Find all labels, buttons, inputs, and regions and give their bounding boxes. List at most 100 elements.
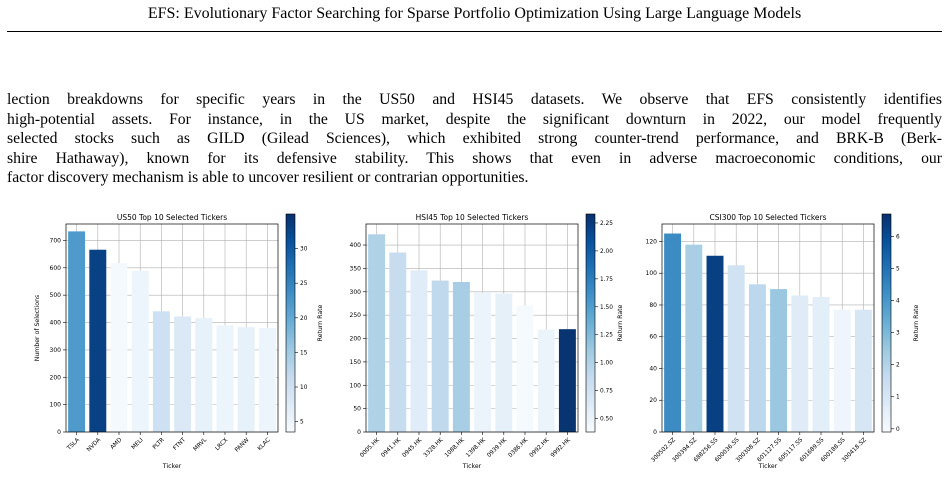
colorbar-tick-label: 30 bbox=[300, 247, 308, 253]
x-tick-label: 0945.HK bbox=[402, 437, 424, 459]
x-axis-label: Ticker bbox=[162, 463, 182, 470]
y-axis-label: Number of Selections bbox=[34, 295, 41, 362]
colorbar-label: Return Rate bbox=[913, 304, 920, 341]
header-rule bbox=[7, 31, 942, 32]
colorbar-tick-label: 15 bbox=[300, 350, 308, 356]
bar bbox=[812, 297, 830, 432]
bar bbox=[537, 329, 555, 432]
colorbar-tick-label: 2.25 bbox=[600, 221, 613, 227]
y-tick-label: 50 bbox=[353, 406, 361, 413]
bar bbox=[474, 292, 492, 432]
colorbar-tick-label: 25 bbox=[300, 281, 308, 287]
colorbar-tick-label: 6 bbox=[896, 234, 900, 240]
x-tick-label: 0939.HK bbox=[486, 437, 508, 459]
y-tick-label: 40 bbox=[649, 365, 657, 372]
paragraph-line: lection breakdowns for specific years in… bbox=[7, 91, 942, 108]
colorbar-tick-label: 1.00 bbox=[600, 361, 613, 367]
colorbar-tick-label: 10 bbox=[300, 385, 308, 391]
colorbar-tick-label: 2 bbox=[896, 363, 900, 369]
x-tick-label: 0005.HK bbox=[359, 437, 381, 459]
colorbar-tick-label: 2.00 bbox=[600, 249, 613, 255]
bar bbox=[389, 252, 407, 432]
bar bbox=[174, 316, 192, 432]
y-tick-label: 100 bbox=[646, 270, 658, 277]
colorbar-tick-label: 0 bbox=[896, 427, 900, 433]
bar bbox=[258, 328, 276, 432]
colorbar bbox=[585, 213, 596, 433]
bar bbox=[791, 295, 809, 432]
x-tick-label: LRCX bbox=[215, 437, 230, 452]
x-tick-label: 0992.HK bbox=[529, 437, 551, 459]
x-axis-label: Ticker bbox=[462, 463, 482, 470]
colorbar-tick-label: 1.25 bbox=[600, 333, 613, 339]
bar bbox=[195, 318, 213, 432]
y-tick-label: 300 bbox=[50, 347, 62, 354]
hsi45-bar-chart: HSI45 Top 10 Selected Tickers 0 50 100 150 20… bbox=[350, 213, 624, 470]
body-paragraph: lection breakdowns for specific years in… bbox=[7, 90, 942, 188]
colorbar-tick-label: 5 bbox=[300, 420, 304, 426]
y-tick-label: 400 bbox=[350, 242, 362, 249]
x-tick-label: 1088.HK bbox=[444, 437, 466, 459]
x-tick-label: 9992.HK bbox=[550, 437, 572, 459]
colorbar-tick-label: 20 bbox=[300, 316, 308, 322]
y-tick-label: 120 bbox=[646, 238, 658, 245]
chart-title: HSI45 Top 10 Selected Tickers bbox=[416, 213, 529, 222]
paragraph-line: selected stocks such as GILD (Gilead Sci… bbox=[7, 130, 942, 148]
x-tick-label: MRVL bbox=[193, 437, 209, 453]
colorbar-tick-label: 5 bbox=[896, 267, 900, 273]
colorbar-label: Return Rate bbox=[317, 304, 324, 341]
paragraph-line: shire Hathaway), known for its defensive… bbox=[7, 149, 942, 167]
bar bbox=[431, 280, 449, 432]
y-tick-label: 0 bbox=[653, 429, 657, 436]
y-tick-label: 200 bbox=[350, 336, 362, 343]
running-header: EFS: Evolutionary Factor Searching for S… bbox=[147, 5, 802, 22]
x-tick-label: 1398.HK bbox=[465, 437, 487, 459]
colorbar-tick-label: 1.75 bbox=[600, 277, 613, 283]
y-tick-label: 0 bbox=[57, 429, 61, 436]
chart-title: CSI300 Top 10 Selected Tickers bbox=[709, 213, 826, 222]
bar bbox=[833, 309, 851, 432]
colorbar bbox=[285, 213, 296, 433]
bar bbox=[558, 329, 576, 432]
bar bbox=[854, 309, 872, 432]
bar bbox=[368, 234, 386, 432]
bar bbox=[216, 325, 234, 432]
bar bbox=[410, 270, 428, 432]
bar bbox=[237, 327, 255, 432]
x-tick-label: 3328.HK bbox=[423, 437, 445, 459]
y-tick-label: 300 bbox=[350, 289, 362, 296]
bar bbox=[706, 255, 724, 432]
colorbar-tick-label: 0.75 bbox=[600, 389, 613, 395]
bar bbox=[664, 233, 682, 432]
colorbar-tick-label: 1 bbox=[896, 395, 900, 401]
x-tick-label: FTNT bbox=[172, 437, 187, 452]
x-tick-label: MELI bbox=[131, 437, 145, 451]
x-axis-label: Ticker bbox=[758, 463, 778, 470]
bar bbox=[495, 293, 513, 432]
colorbar-tick-label: 1.50 bbox=[600, 305, 613, 311]
y-tick-label: 100 bbox=[50, 402, 62, 409]
bar bbox=[110, 263, 128, 432]
y-tick-label: 600 bbox=[50, 265, 62, 272]
bar bbox=[770, 289, 788, 432]
x-tick-label: AMD bbox=[110, 437, 124, 451]
x-tick-label: 0386.HK bbox=[508, 437, 530, 459]
y-tick-label: 350 bbox=[350, 265, 362, 272]
colorbar-tick-label: 4 bbox=[896, 299, 900, 305]
bar bbox=[131, 270, 149, 432]
chart-title: US50 Top 10 Selected Tickers bbox=[117, 213, 227, 222]
y-tick-label: 700 bbox=[50, 237, 62, 244]
y-tick-label: 0 bbox=[357, 429, 361, 436]
bar bbox=[89, 249, 107, 432]
csi300-bar-chart: CSI300 Top 10 Selected Tickers0204060801… bbox=[646, 213, 920, 470]
x-tick-label: PLTR bbox=[152, 437, 166, 451]
y-tick-label: 80 bbox=[649, 302, 657, 309]
plot-frame bbox=[365, 223, 579, 433]
y-tick-label: 150 bbox=[350, 359, 362, 366]
y-tick-label: 60 bbox=[649, 334, 657, 341]
x-tick-label: KLAC bbox=[257, 437, 272, 452]
y-tick-label: 400 bbox=[50, 320, 62, 327]
bar bbox=[748, 284, 766, 432]
plot-frame bbox=[661, 223, 875, 433]
y-tick-label: 250 bbox=[350, 312, 362, 319]
